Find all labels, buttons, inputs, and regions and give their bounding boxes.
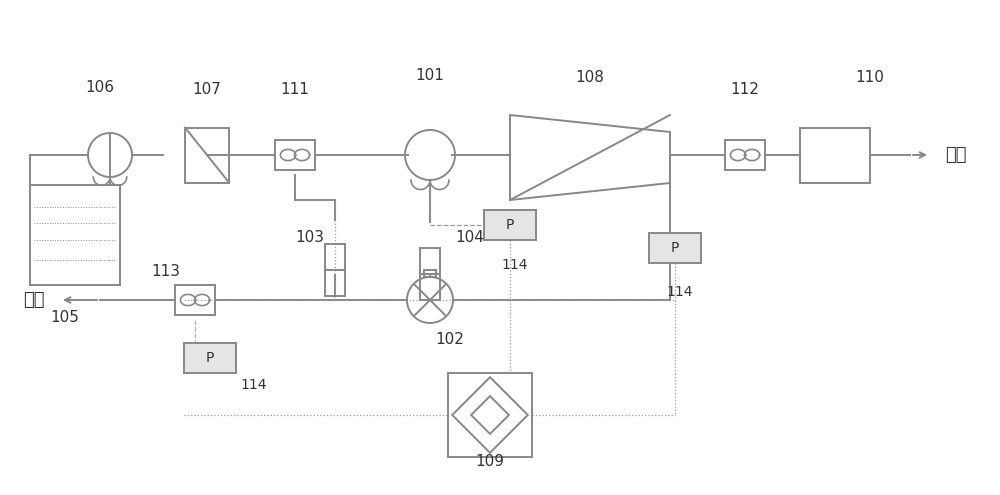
Bar [185,128,229,183]
Text: 105: 105 [50,310,79,326]
Bar [725,140,765,170]
Bar [484,210,536,240]
Text: 106: 106 [86,81,114,96]
Text: 109: 109 [476,454,505,469]
Bar [420,248,440,274]
Bar [420,274,440,300]
Text: 102: 102 [435,333,464,347]
Bar [448,373,532,457]
Text: 103: 103 [296,231,324,246]
Text: 114: 114 [240,378,266,392]
Bar [175,285,215,315]
Text: 114: 114 [667,285,693,299]
Text: 113: 113 [151,264,180,280]
Bar [649,233,701,263]
Text: 110: 110 [856,70,884,86]
Text: P: P [206,351,214,365]
Bar [184,343,236,373]
Bar [424,270,436,277]
Text: P: P [671,241,679,255]
Bar [800,128,870,183]
Text: 浓水: 浓水 [24,291,45,309]
Text: P: P [506,218,514,232]
Text: 108: 108 [576,70,604,86]
Text: 114: 114 [502,258,528,272]
Bar [325,270,345,296]
Bar [30,185,120,285]
Bar [275,140,315,170]
Bar [325,244,345,270]
Text: 101: 101 [416,67,444,83]
Text: 淡水: 淡水 [945,146,966,164]
Text: 111: 111 [281,83,309,98]
Text: 104: 104 [455,230,484,245]
Text: 112: 112 [731,83,759,98]
Text: 107: 107 [193,83,221,98]
